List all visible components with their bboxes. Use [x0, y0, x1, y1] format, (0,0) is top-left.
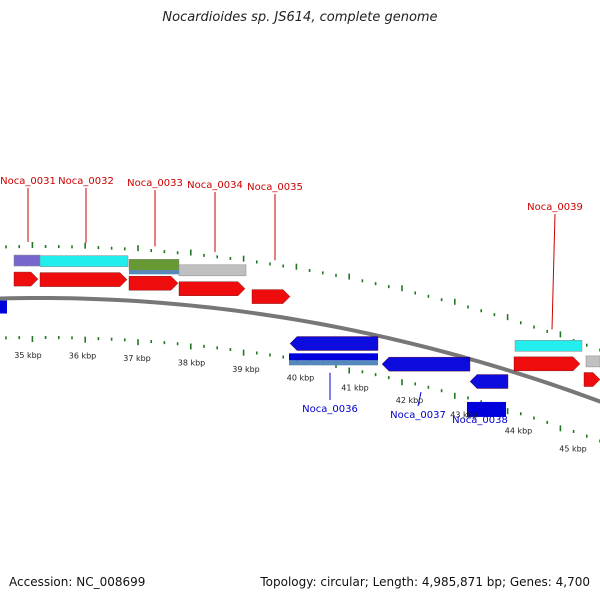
scale-label: 45 kbp — [559, 445, 587, 454]
cds-forward — [513, 356, 581, 372]
scale-label: 39 kbp — [232, 365, 260, 374]
map-title: Nocardioides sp. JS614, complete genome — [162, 10, 438, 25]
cds-reverse — [467, 401, 506, 417]
scale-label: 40 kbp — [287, 373, 315, 382]
tick-marks — [5, 242, 600, 443]
gene-label-noca-0038: Noca_0038 — [452, 415, 508, 426]
scale-label: 35 kbp — [14, 351, 42, 360]
cds-reverse — [289, 360, 378, 366]
gene-label-noca-0036: Noca_0036 — [302, 404, 358, 415]
scale-label: 38 kbp — [178, 359, 206, 368]
kbp-scale: 35 kbp 36 kbp 37 kbp 38 kbp 39 kbp 40 kbp 41 k… — [14, 351, 587, 454]
gene-features — [0, 271, 600, 417]
cds-forward — [583, 372, 600, 387]
gene-label-noca-0031: Noca_0031 — [0, 176, 56, 187]
gene-label-noca-0032: Noca_0032 — [58, 176, 114, 187]
label-leader — [417, 392, 422, 407]
cog-bar — [128, 259, 180, 271]
cog-category-bars — [13, 254, 600, 368]
scale-label: 41 kbp — [341, 384, 369, 393]
cds-reverse — [381, 356, 471, 372]
accession-label: Accession: NC_008699 — [9, 575, 146, 589]
cog-bar — [129, 270, 179, 275]
cog-bar — [39, 255, 129, 267]
cds-forward — [178, 281, 246, 296]
cog-bar — [514, 340, 583, 352]
scale-label: 36 kbp — [69, 352, 97, 361]
topology-label: Topology: circular; Length: 4,985,871 bp… — [260, 575, 590, 589]
cds-reverse — [469, 374, 509, 389]
scale-label: 44 kbp — [505, 427, 533, 436]
cog-bar — [585, 355, 600, 368]
gene-label-noca-0039: Noca_0039 — [527, 202, 583, 213]
gene-label-noca-0037: Noca_0037 — [390, 410, 446, 421]
gene-label-noca-0035: Noca_0035 — [247, 182, 303, 193]
backbone-line — [0, 295, 600, 404]
gene-label-noca-0033: Noca_0033 — [127, 178, 183, 189]
label-leader — [551, 213, 556, 330]
scale-label: 42 kbp — [396, 396, 424, 405]
cds-forward — [39, 272, 128, 287]
cds-forward — [128, 276, 179, 291]
scale-label: 37 kbp — [123, 354, 151, 363]
cds-reverse — [289, 336, 379, 351]
cog-bar — [13, 254, 41, 267]
cds-reverse — [289, 353, 378, 361]
gene-label-noca-0034: Noca_0034 — [187, 180, 243, 191]
cds-forward — [251, 289, 291, 304]
scale-label: 43 kbp — [450, 410, 478, 419]
gene-labels: Noca_0031 Noca_0032 Noca_0033 Noca_0034 Noca… — [0, 176, 583, 426]
cds-reverse — [0, 300, 7, 314]
genome-backbone — [0, 295, 600, 404]
cog-bar — [178, 264, 247, 277]
cds-forward — [13, 271, 39, 287]
